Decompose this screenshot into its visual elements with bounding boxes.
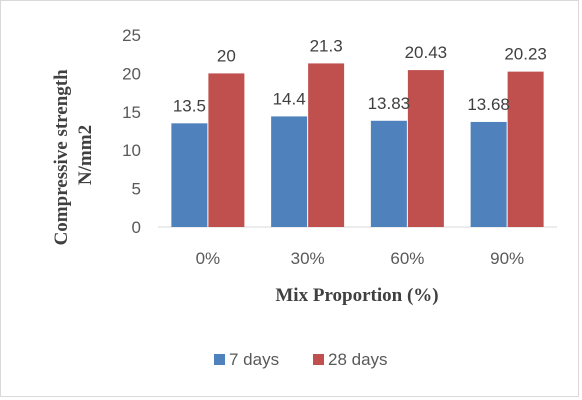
y-axis-title-line-1: Compressive strength [51,69,72,246]
x-tick-label: 0% [196,249,221,268]
data-label: 13.83 [368,94,411,113]
x-axis-title: Mix Proportion (%) [275,285,438,306]
bar-28-days-2 [308,63,345,227]
data-label: 14.4 [273,89,306,108]
y-axis-title-line-2: N/mm2 [75,125,96,185]
bar-28-days-3 [407,70,444,228]
bar-28-days-1 [208,73,245,228]
x-tick-label: 30% [291,249,325,268]
y-tick-label: 20 [122,64,141,83]
bar-7-days-1 [171,123,208,227]
y-tick-label: 25 [122,26,141,45]
legend: 7 days 28 days [214,350,388,369]
y-axis-title: Compressive strength N/mm2 [51,65,96,246]
legend-swatch-28-days [313,354,324,365]
y-tick-label: 5 [132,180,141,199]
x-axis-ticks: 0% 30% 60% 90% [196,249,525,268]
data-label: 20.23 [504,45,547,64]
data-label: 13.5 [173,96,206,115]
bars [171,63,544,228]
data-label: 20 [217,46,236,65]
legend-label-28-days: 28 days [328,350,388,369]
bar-28-days-4 [507,71,544,227]
data-label: 20.43 [405,43,448,62]
y-tick-label: 0 [132,218,141,237]
legend-label-7-days: 7 days [229,350,279,369]
data-label: 13.68 [467,95,510,114]
bar-7-days-4 [470,121,507,227]
y-axis-ticks: 0 5 10 15 20 25 [122,26,141,237]
y-tick-label: 15 [122,103,141,122]
y-tick-label: 10 [122,141,141,160]
legend-swatch-7-days [214,354,225,365]
x-tick-label: 60% [390,249,424,268]
x-tick-label: 90% [490,249,524,268]
data-label: 21.3 [310,36,343,55]
data-labels: 13.5 20 14.4 21.3 13.83 20.43 13.68 20.23 [173,36,547,115]
bar-7-days-2 [271,116,308,227]
bar-7-days-3 [370,120,407,227]
